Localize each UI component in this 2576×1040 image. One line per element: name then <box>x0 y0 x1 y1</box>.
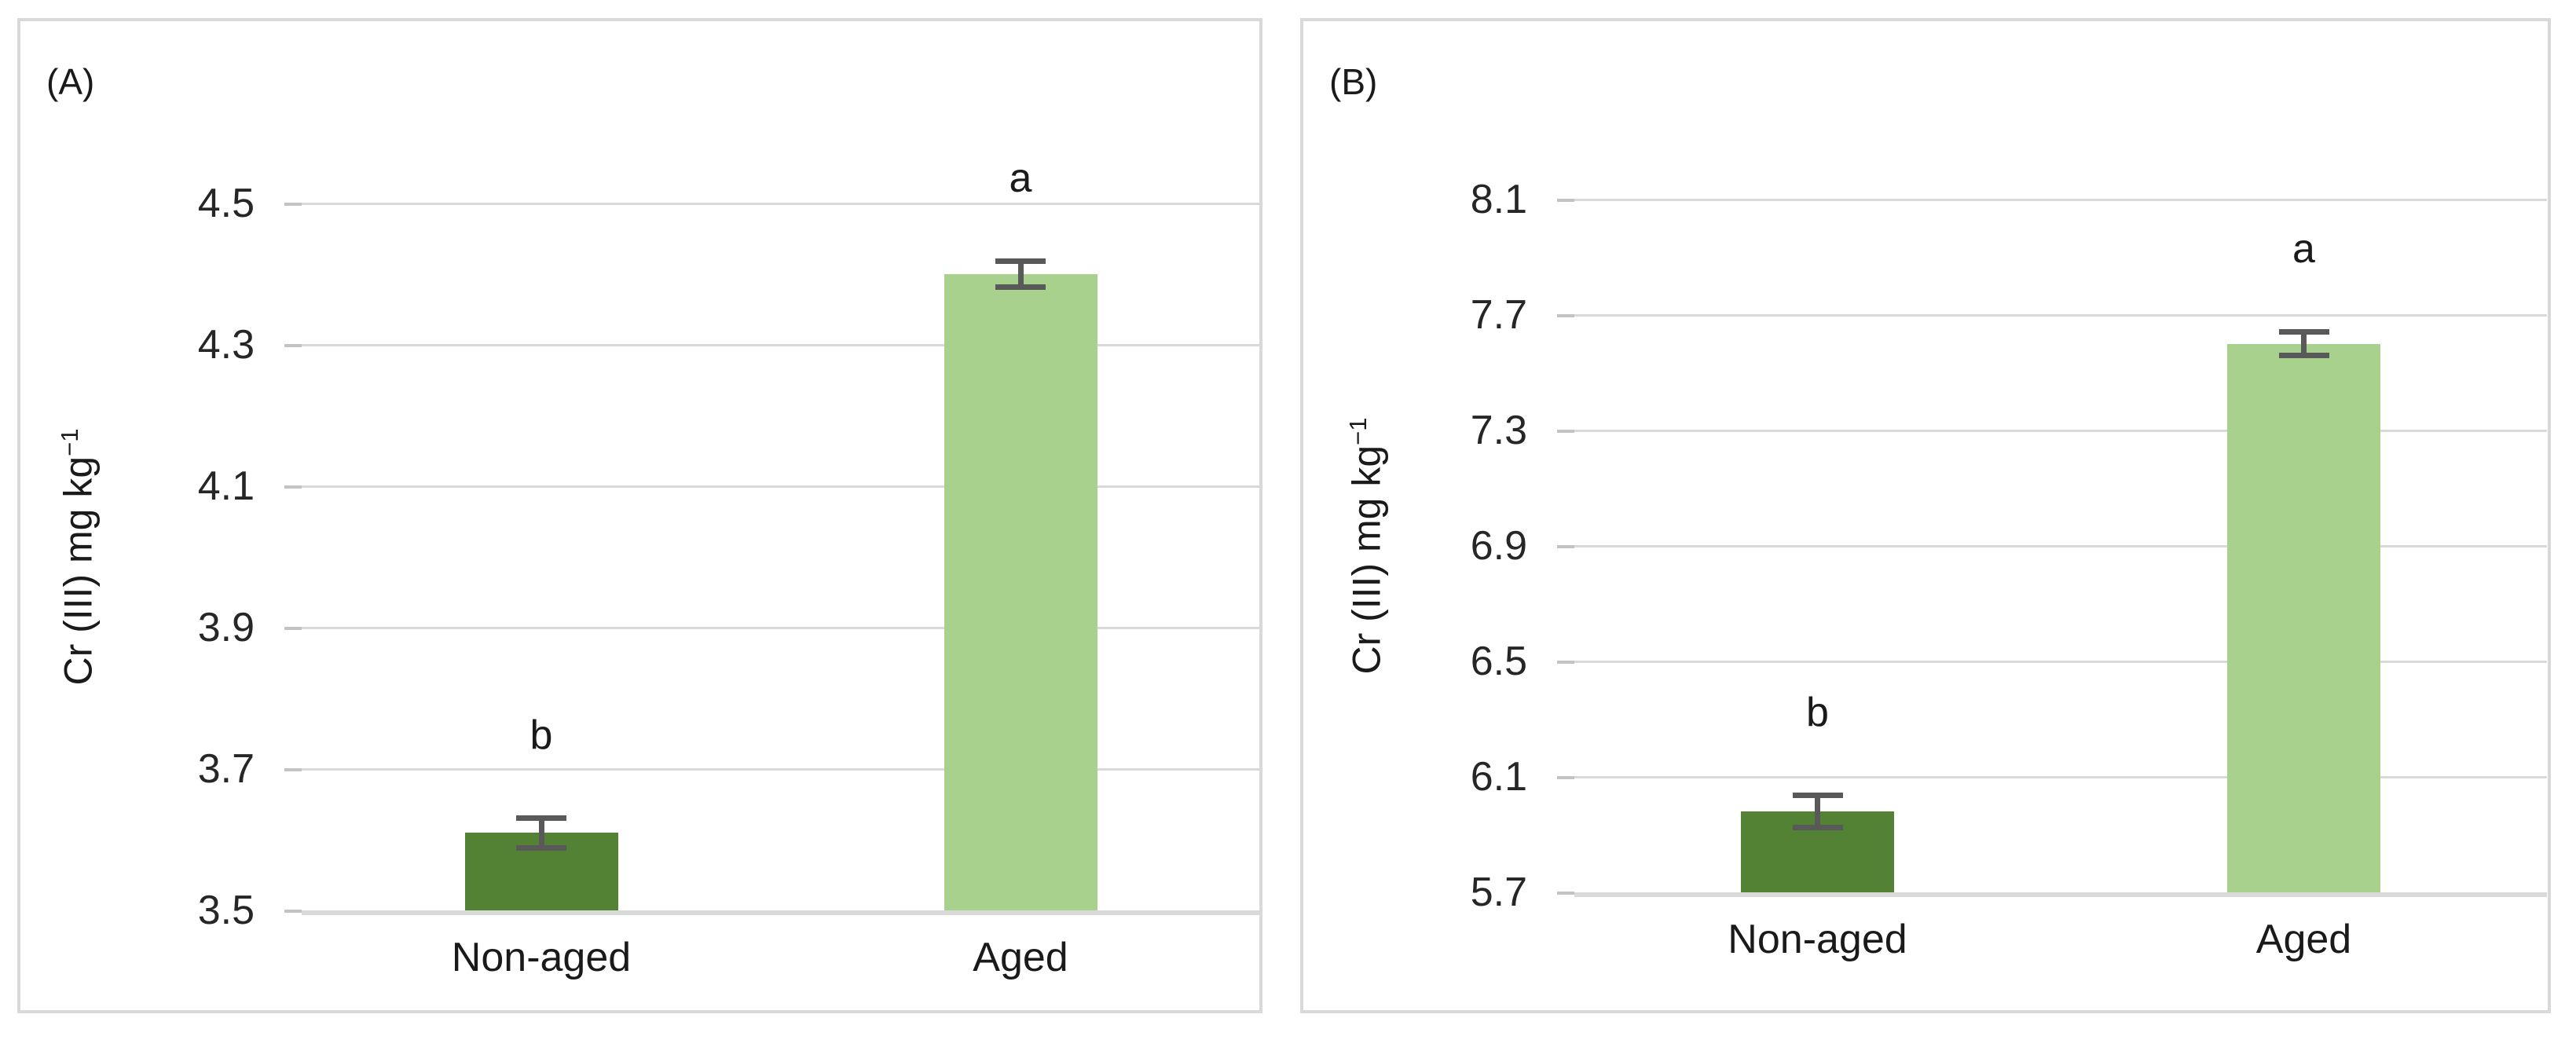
y-tick-label: 3.9 <box>197 605 255 650</box>
error-bar-cap-bottom <box>2278 353 2329 359</box>
error-bar-stem <box>538 815 544 851</box>
error-bar-cap-top <box>2278 329 2329 335</box>
y-axis-title: Cr (III) mg kg−1 <box>1333 232 1389 860</box>
gridline <box>1574 661 2547 663</box>
gridline <box>1574 199 2547 201</box>
y-tick-label: 6.9 <box>1470 523 1527 569</box>
y-tick-mark <box>1557 314 1574 317</box>
y-tick-label: 3.7 <box>197 746 255 792</box>
gridline <box>302 203 1260 205</box>
y-tick-label: 5.7 <box>1470 870 1527 915</box>
error-bar-cap-bottom <box>516 844 566 851</box>
x-category-label: Non-aged <box>1728 917 1907 962</box>
y-tick-mark <box>284 203 302 206</box>
x-category-label: Non-aged <box>451 935 632 980</box>
y-axis-title-text: Cr (III) mg kg <box>56 456 101 686</box>
y-tick-mark <box>284 910 302 913</box>
gridline <box>302 768 1260 771</box>
error-bar-cap-bottom <box>995 284 1046 290</box>
y-tick-mark <box>1557 545 1574 548</box>
panel-label: (B) <box>1329 61 1378 102</box>
significance-letter: a <box>1009 156 1032 202</box>
y-tick-mark <box>1557 430 1574 433</box>
x-axis-baseline <box>302 910 1260 915</box>
y-axis-title-text: Cr (III) mg kg <box>1344 445 1389 675</box>
error-bar-stem <box>1017 258 1024 290</box>
error-bar-cap-top <box>516 815 566 821</box>
y-tick-label: 7.3 <box>1470 408 1527 453</box>
error-bar-cap-bottom <box>1792 824 1843 830</box>
bar-aged <box>2227 343 2380 892</box>
gridline <box>302 485 1260 488</box>
panel-label: (A) <box>46 61 95 102</box>
gridline <box>302 344 1260 346</box>
y-tick-mark <box>284 768 302 771</box>
significance-letter: a <box>2292 226 2315 273</box>
y-axis-title-superscript: −1 <box>1344 417 1372 445</box>
y-tick-mark <box>1557 776 1574 779</box>
y-tick-mark <box>284 485 302 489</box>
y-tick-mark <box>1557 661 1574 664</box>
error-bar-cap-top <box>995 258 1046 265</box>
y-tick-label: 6.1 <box>1470 754 1527 800</box>
gridline <box>1574 314 2547 317</box>
y-tick-label: 8.1 <box>1470 177 1527 222</box>
y-tick-mark <box>1557 199 1574 202</box>
y-tick-label: 4.1 <box>197 463 255 509</box>
y-tick-mark <box>284 344 302 347</box>
y-tick-label: 4.5 <box>197 181 255 226</box>
gridline <box>1574 545 2547 547</box>
gridline <box>302 627 1260 629</box>
y-tick-mark <box>1557 892 1574 895</box>
error-bar-stem <box>2301 329 2307 359</box>
gridline <box>1574 776 2547 778</box>
y-tick-label: 4.3 <box>197 322 255 368</box>
x-category-label: Aged <box>973 935 1068 980</box>
error-bar-stem <box>1815 793 1820 830</box>
gridline <box>1574 430 2547 432</box>
significance-letter: b <box>529 712 553 758</box>
y-axis-title: Cr (III) mg kg−1 <box>45 243 101 871</box>
chart-panel: (A) Cr (III) mg kg−1 4.5 4.3 4.1 3.9 3.7 3.5 b No… <box>17 18 1262 1013</box>
bar-aged <box>944 274 1097 910</box>
error-bar-cap-top <box>1792 793 1843 799</box>
x-category-label: Aged <box>2255 917 2352 962</box>
y-tick-label: 6.5 <box>1470 639 1527 684</box>
chart-panel: (B) Cr (III) mg kg−1 8.1 7.7 7.3 6.9 6.5 6.1 5.7… <box>1300 18 2551 1013</box>
y-axis-title-superscript: −1 <box>56 428 83 456</box>
y-tick-label: 3.5 <box>197 888 255 933</box>
x-axis-baseline <box>1574 892 2547 897</box>
significance-letter: b <box>1806 690 1829 736</box>
y-tick-mark <box>284 627 302 630</box>
y-tick-label: 7.7 <box>1470 292 1527 338</box>
